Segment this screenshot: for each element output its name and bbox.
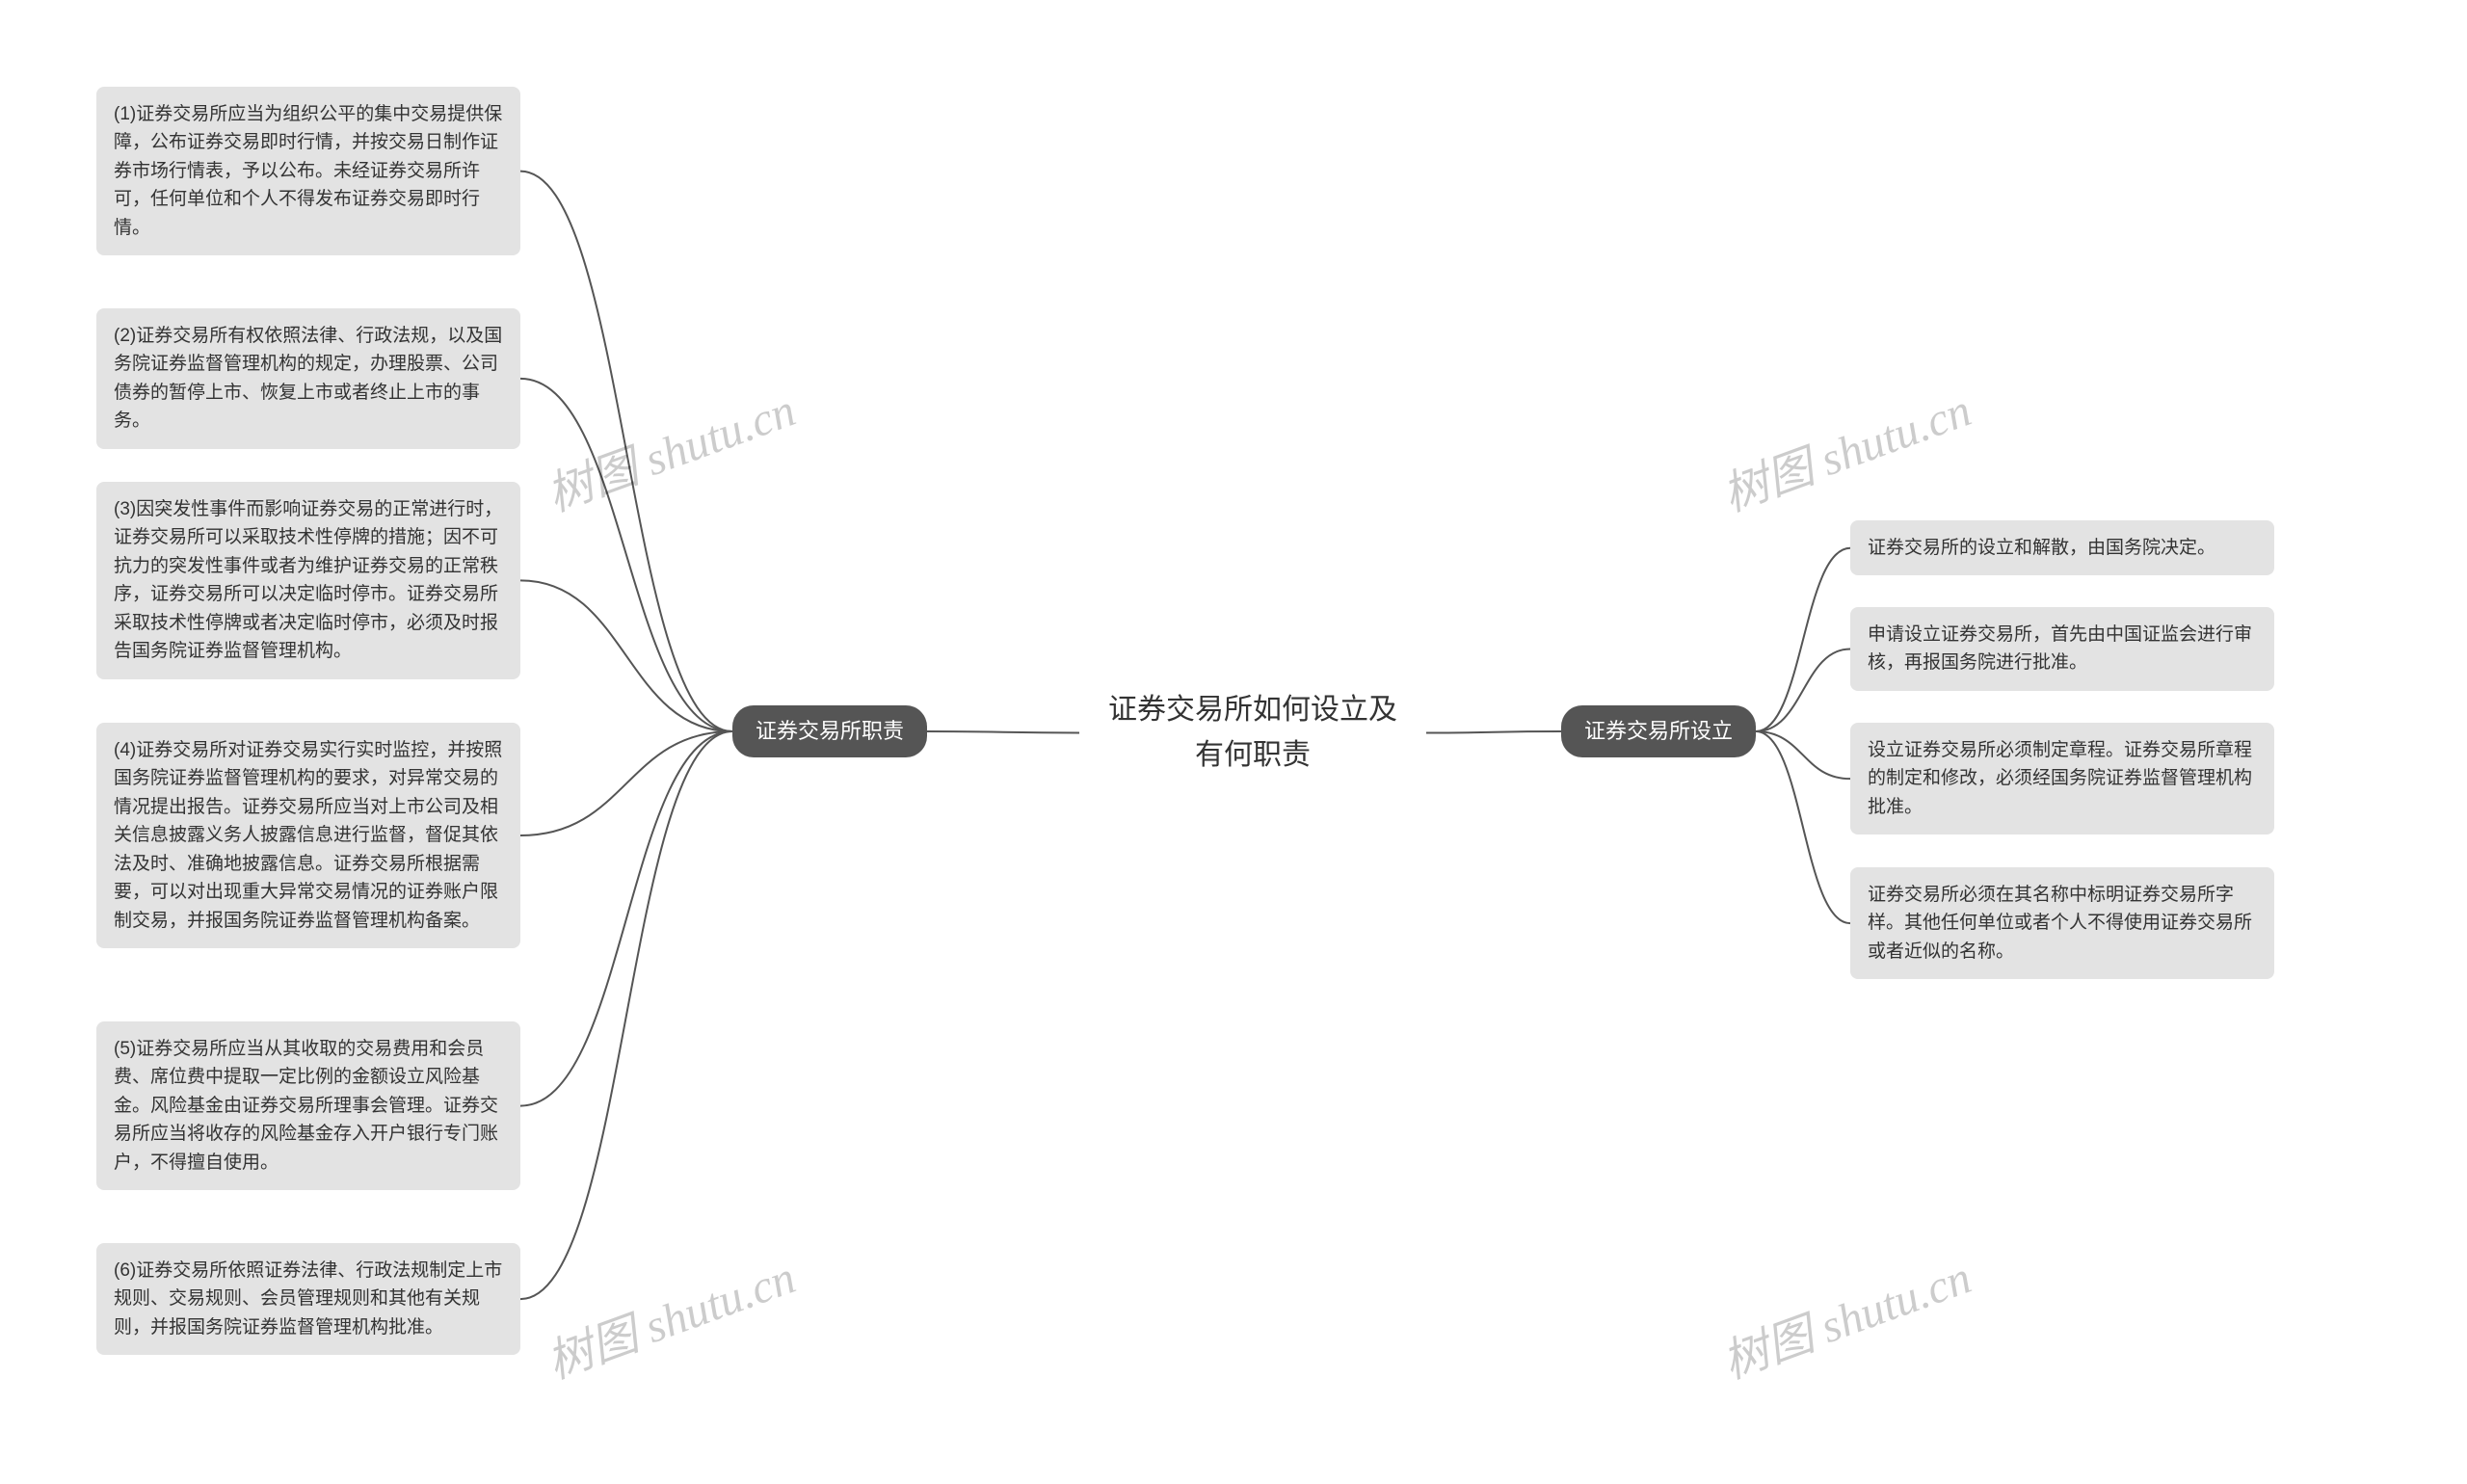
leaf-left-4: (5)证券交易所应当从其收取的交易费用和会员费、席位费中提取一定比例的金额设立风… bbox=[96, 1021, 520, 1190]
root-node: 证券交易所如何设立及有何职责 bbox=[1079, 675, 1426, 791]
leaf-right-3: 证券交易所必须在其名称中标明证券交易所字样。其他任何单位或者个人不得使用证券交易… bbox=[1850, 867, 2274, 979]
mindmap-canvas: 证券交易所如何设立及有何职责 证券交易所职责 证券交易所设立 (1)证券交易所应… bbox=[0, 0, 2467, 1484]
leaf-left-0: (1)证券交易所应当为组织公平的集中交易提供保障，公布证券交易即时行情，并按交易… bbox=[96, 87, 520, 255]
leaf-right-0: 证券交易所的设立和解散，由国务院决定。 bbox=[1850, 520, 2274, 575]
branch-left: 证券交易所职责 bbox=[732, 705, 927, 757]
watermark: 树图 shutu.cn bbox=[536, 372, 803, 524]
leaf-left-2: (3)因突发性事件而影响证券交易的正常进行时，证券交易所可以采取技术性停牌的措施… bbox=[96, 482, 520, 679]
watermark: 树图 shutu.cn bbox=[536, 1239, 803, 1391]
leaf-left-5: (6)证券交易所依照证券法律、行政法规制定上市规则、交易规则、会员管理规则和其他… bbox=[96, 1243, 520, 1355]
leaf-left-1: (2)证券交易所有权依照法律、行政法规，以及国务院证券监督管理机构的规定，办理股… bbox=[96, 308, 520, 449]
watermark: 树图 shutu.cn bbox=[1711, 372, 1978, 524]
leaf-right-1: 申请设立证券交易所，首先由中国证监会进行审核，再报国务院进行批准。 bbox=[1850, 607, 2274, 691]
branch-right: 证券交易所设立 bbox=[1561, 705, 1756, 757]
leaf-left-3: (4)证券交易所对证券交易实行实时监控，并按照国务院证券监督管理机构的要求，对异… bbox=[96, 723, 520, 948]
watermark: 树图 shutu.cn bbox=[1711, 1239, 1978, 1391]
leaf-right-2: 设立证券交易所必须制定章程。证券交易所章程的制定和修改，必须经国务院证券监督管理… bbox=[1850, 723, 2274, 835]
